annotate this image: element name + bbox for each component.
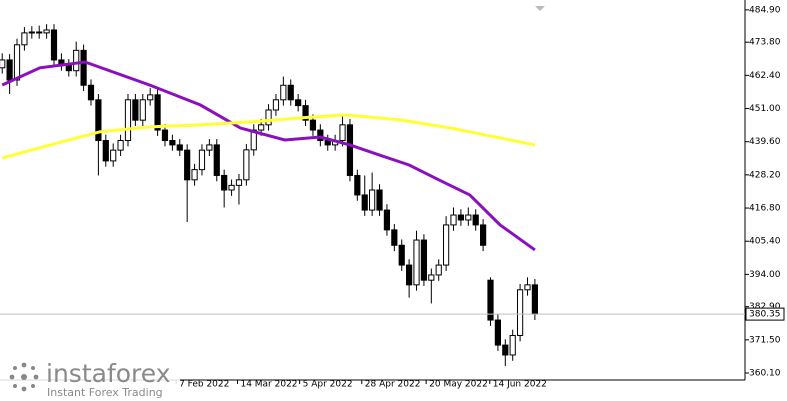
logo-backdrop <box>0 355 180 401</box>
candle-body <box>346 124 354 176</box>
candle-body <box>117 140 124 151</box>
candle-body <box>0 59 6 69</box>
candle-body <box>524 284 531 291</box>
candle-body <box>531 284 538 315</box>
candle-body <box>487 279 494 321</box>
moving-average <box>1 60 536 252</box>
candle-body <box>361 194 368 211</box>
y-tick-label: 484.90 <box>749 5 781 15</box>
y-tick-label: 462.40 <box>749 71 781 81</box>
candle-body <box>28 31 35 34</box>
candle-body <box>21 32 28 46</box>
candle-body <box>324 140 331 146</box>
candle-body <box>221 174 228 191</box>
candle-body <box>317 129 324 142</box>
candle-body <box>516 289 524 336</box>
scroll-marker <box>535 6 545 11</box>
candle-body <box>383 209 391 231</box>
candle-body <box>191 169 198 181</box>
candle-body <box>465 214 472 221</box>
x-tick-label: 20 May 2022 <box>429 380 488 390</box>
candle-body <box>457 214 465 221</box>
y-tick-label: 371.50 <box>749 335 781 345</box>
x-tick-label: 5 Apr 2022 <box>303 380 353 390</box>
candle-body <box>258 124 265 131</box>
candle-body <box>443 224 450 266</box>
candle-body <box>450 214 457 226</box>
candle-body <box>73 49 80 72</box>
candle-body <box>13 44 21 81</box>
y-tick-label: 451.00 <box>749 104 781 114</box>
candle-body <box>509 334 516 356</box>
candle-body <box>36 31 43 34</box>
candle-body <box>213 144 220 176</box>
candle-body <box>420 239 428 281</box>
candle-body <box>494 319 501 346</box>
candle-body <box>502 344 509 356</box>
candle-body <box>339 124 346 142</box>
logo-name: instaforex <box>46 359 171 388</box>
candle-body <box>280 84 287 101</box>
y-tick-label: 439.60 <box>749 137 781 147</box>
candle-body <box>243 149 250 181</box>
candle-body <box>206 144 213 151</box>
candle-body <box>87 84 95 101</box>
y-tick-label: 382.90 <box>749 302 781 312</box>
candle-body <box>124 99 132 142</box>
last-price-label: 380.35 <box>749 310 781 320</box>
candle-body <box>391 229 398 246</box>
candle-body <box>43 29 50 34</box>
candle-body <box>154 94 161 131</box>
candle-body <box>272 99 280 111</box>
candle-body <box>369 189 376 211</box>
candle-body <box>147 94 154 101</box>
last-price-box <box>745 307 785 321</box>
candle-body <box>184 149 191 181</box>
candle-body <box>95 99 102 142</box>
candle-body <box>139 99 146 121</box>
candle-body <box>354 174 361 196</box>
y-tick-label: 473.80 <box>749 38 781 48</box>
y-tick-label: 360.10 <box>749 369 781 379</box>
candle-body <box>398 244 405 266</box>
candle-body <box>406 264 413 286</box>
y-tick-label: 416.80 <box>749 204 781 214</box>
x-tick-label: 14 Mar 2022 <box>240 380 297 390</box>
candle-body <box>428 274 435 281</box>
candle-body <box>295 99 302 107</box>
logo-icon <box>9 362 39 392</box>
logo-tagline: Instant Forex Trading <box>47 386 163 399</box>
candle-body <box>287 84 294 101</box>
candle-body <box>228 184 235 191</box>
candle-body <box>198 149 206 171</box>
candle-body <box>161 129 169 142</box>
candle-body <box>132 99 139 121</box>
candle-body <box>169 140 176 146</box>
candle-body <box>265 109 272 126</box>
moving-average <box>1 113 536 160</box>
candle-body <box>176 144 183 151</box>
candle-body <box>309 119 317 131</box>
candle-body <box>472 214 479 226</box>
candle-body <box>480 224 487 246</box>
logo: instaforex Instant Forex Trading <box>0 355 180 401</box>
y-tick-label: 405.40 <box>749 237 781 247</box>
x-tick-label: 28 Apr 2022 <box>365 380 421 390</box>
candle-body <box>110 149 117 162</box>
candle-body <box>302 105 309 121</box>
candle-body <box>435 264 442 276</box>
candle-body <box>50 29 58 61</box>
candle-body <box>102 140 109 162</box>
y-tick-label: 428.20 <box>749 170 781 180</box>
candle-body <box>376 189 383 211</box>
y-tick-label: 394.00 <box>749 270 781 280</box>
candle-body <box>413 239 420 286</box>
candle-body <box>235 179 243 186</box>
candle-body <box>6 59 13 81</box>
candle-body <box>80 49 87 86</box>
x-tick-label: 7 Feb 2022 <box>179 380 229 390</box>
x-tick-label: 14 Jun 2022 <box>493 380 547 390</box>
